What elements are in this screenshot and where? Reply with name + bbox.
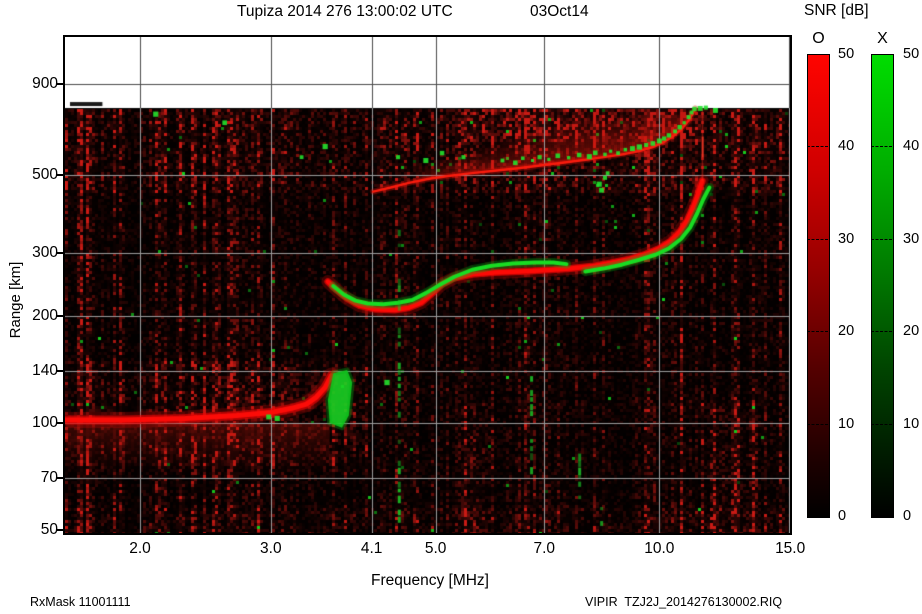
x-tick-label: 15.0 [775,540,806,557]
colorbar-tick-label: 0 [838,508,847,524]
colorbar-tick-dash [871,423,892,425]
y-tick-mark [56,422,65,424]
plot-title: Tupiza 2014 276 13:00:02 UTC [237,3,453,20]
colorbar-o-mode-label: O [812,30,825,47]
colorbar-o-gradient [807,54,830,518]
y-tick-mark [56,528,65,531]
colorbar-tick-label: 30 [838,230,855,247]
x-tick-label: 7.0 [533,540,556,557]
colorbar-x-gradient [871,54,894,518]
colorbar-tick-dash [807,238,828,240]
y-tick-label: 300 [32,244,58,262]
colorbar-x-mode-label: X [877,30,888,47]
x-tick-label: 3.0 [260,540,282,557]
colorbar-tick-label: 20 [838,323,855,340]
filename-label: VIPIR TZJ2J_2014276130002.RIQ [585,595,783,609]
colorbar-tick-label: 0 [903,508,912,524]
colorbar-tick-dash [807,423,828,425]
y-tick-mark [56,82,65,85]
colorbar-tick-dash [871,146,892,148]
y-tick-label: 140 [32,362,58,380]
y-tick-label: 500 [32,165,58,183]
y-tick-mark [56,315,65,318]
colorbar-tick-dash [807,331,828,333]
frequency-axis-label: Frequency [MHz] [370,572,489,589]
colorbar-tick-dash [871,238,892,240]
colorbar-title: SNR [dB] [804,2,869,19]
x-tick-label: 4.1 [360,540,383,557]
x-tick-label: 2.0 [129,540,151,557]
plot-date: 03Oct14 [530,3,589,20]
y-tick-mark [56,477,65,480]
y-tick-label: 200 [32,307,58,325]
colorbar-tick-dash [871,331,892,333]
colorbar-tick-dash [807,146,828,148]
rxmask-label: RxMask 11001111 [30,595,131,609]
plot-frame [63,35,792,535]
y-tick-label: 70 [40,469,58,487]
colorbar-tick-label: 50 [838,46,855,62]
x-tick-label: 10.0 [644,540,675,557]
colorbar-tick-label: 50 [903,46,920,62]
colorbar-tick-label: 40 [903,138,920,155]
ionogram-canvas [65,37,790,533]
y-tick-mark [56,370,65,373]
x-tick-label: 5.0 [424,540,447,557]
colorbar-tick-label: 30 [903,230,920,247]
colorbar-tick-label: 10 [838,415,855,432]
y-tick-label: 900 [32,74,58,92]
colorbar-tick-label: 20 [903,323,920,340]
y-tick-mark [56,173,65,176]
y-tick-label: 50 [40,520,58,538]
colorbar-tick-label: 10 [903,415,920,432]
y-tick-mark [56,252,65,255]
colorbar-tick-label: 40 [838,138,855,155]
y-tick-label: 100 [32,414,58,431]
